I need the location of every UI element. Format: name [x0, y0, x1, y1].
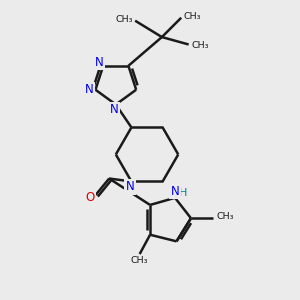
Text: N: N	[110, 103, 119, 116]
Text: O: O	[86, 191, 95, 204]
Text: N: N	[85, 83, 93, 96]
Text: N: N	[171, 185, 179, 198]
Text: CH₃: CH₃	[217, 212, 235, 221]
Text: CH₃: CH₃	[184, 12, 201, 21]
Text: CH₃: CH₃	[191, 41, 209, 50]
Text: H: H	[179, 188, 188, 198]
Text: N: N	[126, 180, 134, 193]
Text: CH₃: CH₃	[115, 15, 133, 24]
Text: N: N	[95, 56, 104, 69]
Text: CH₃: CH₃	[130, 256, 148, 265]
